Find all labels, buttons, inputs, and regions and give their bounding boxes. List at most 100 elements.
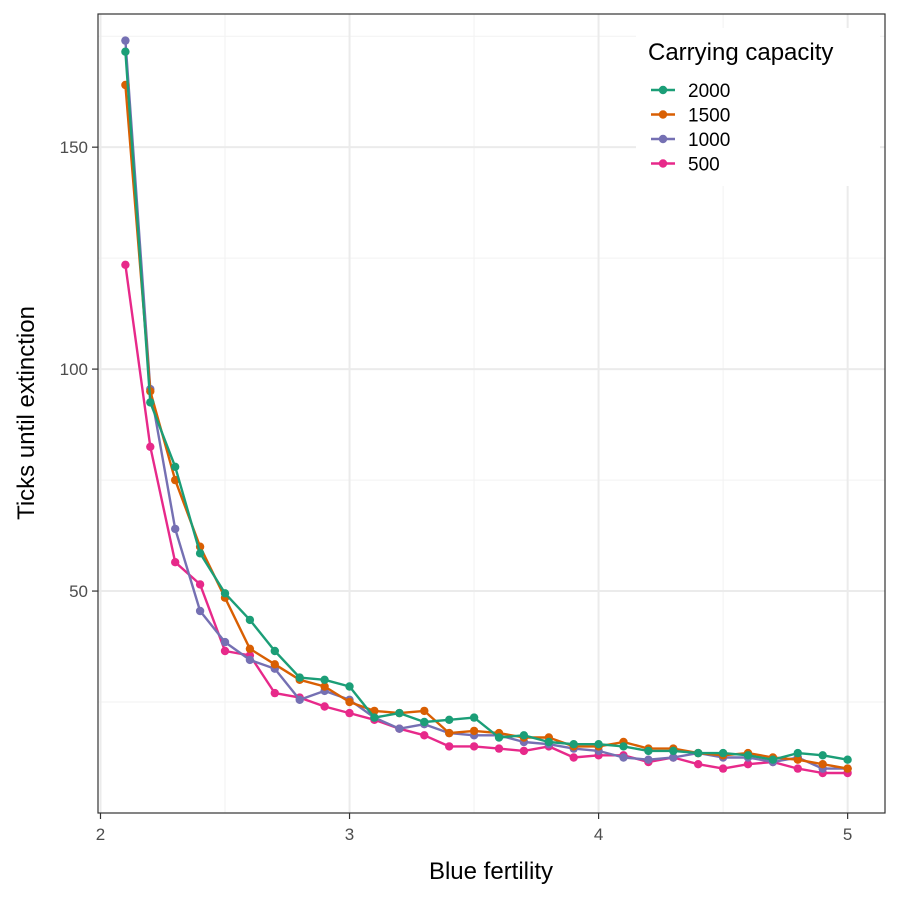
data-point xyxy=(320,675,329,684)
data-point xyxy=(121,47,130,56)
data-point xyxy=(220,637,230,647)
data-point xyxy=(171,558,180,567)
data-point xyxy=(195,580,205,589)
data-point xyxy=(171,462,180,471)
series-2000 xyxy=(121,47,852,764)
data-point xyxy=(619,742,628,751)
data-point xyxy=(644,755,653,764)
data-point xyxy=(469,726,479,736)
x-axis-ticks: 2 3 4 5 xyxy=(96,813,852,844)
data-point xyxy=(445,715,454,724)
data-point xyxy=(195,606,205,616)
legend-key-point xyxy=(658,85,668,95)
legend-key-point xyxy=(658,159,668,168)
data-point xyxy=(644,746,653,756)
data-point xyxy=(395,724,404,733)
legend-items: 2000 1500 1000 500 xyxy=(651,81,730,176)
data-point xyxy=(220,589,230,598)
data-point xyxy=(569,753,578,762)
data-point xyxy=(843,764,852,773)
legend-label: 1000 xyxy=(688,130,730,151)
data-point xyxy=(146,442,155,451)
y-axis-title: Ticks until extinction xyxy=(13,306,40,520)
y-tick-label: 150 xyxy=(60,138,88,157)
data-point xyxy=(494,744,504,753)
data-point xyxy=(818,760,827,769)
data-point xyxy=(793,764,802,773)
series-layer xyxy=(121,36,852,778)
data-point xyxy=(320,682,329,691)
data-point xyxy=(569,740,578,749)
data-point xyxy=(718,764,728,773)
data-point xyxy=(345,682,354,691)
data-point xyxy=(768,755,778,764)
x-tick-label: 5 xyxy=(843,825,852,844)
data-point xyxy=(818,751,827,760)
data-point xyxy=(320,702,329,711)
data-point xyxy=(420,706,429,716)
data-point xyxy=(370,713,379,722)
legend-item-1500: 1500 xyxy=(651,106,730,127)
data-point xyxy=(445,742,454,751)
data-point xyxy=(195,549,205,558)
data-point xyxy=(420,717,429,727)
data-point xyxy=(669,746,678,756)
data-point xyxy=(270,646,279,656)
data-point xyxy=(669,753,678,762)
data-point xyxy=(395,708,404,718)
legend-label: 500 xyxy=(688,155,720,176)
legend-key-point xyxy=(658,134,668,144)
y-tick-label: 50 xyxy=(69,582,88,601)
y-tick-label: 100 xyxy=(60,360,88,379)
legend: Carrying capacity 2000 1500 1000 500 xyxy=(636,28,880,186)
data-point xyxy=(544,737,553,747)
series-1500 xyxy=(121,80,852,773)
data-point xyxy=(345,697,354,707)
data-point xyxy=(270,688,279,698)
data-point xyxy=(121,260,130,269)
legend-key-point xyxy=(658,110,668,119)
data-point xyxy=(694,748,703,758)
data-point xyxy=(469,742,479,751)
data-point xyxy=(245,655,255,665)
data-point xyxy=(843,755,852,764)
data-point xyxy=(245,644,255,653)
data-point xyxy=(220,646,230,656)
data-point xyxy=(345,708,354,718)
data-point xyxy=(420,731,429,740)
legend-item-1000: 1000 xyxy=(651,130,730,151)
panel-border xyxy=(97,13,886,814)
x-tick-label: 2 xyxy=(96,825,105,844)
legend-label: 2000 xyxy=(688,81,730,102)
data-point xyxy=(594,740,603,749)
data-point xyxy=(718,748,728,758)
data-point xyxy=(146,398,155,407)
y-axis-ticks: 50 100 150 xyxy=(60,138,98,601)
data-point xyxy=(469,713,479,722)
series-line-500 xyxy=(124,264,848,775)
legend-label: 1500 xyxy=(688,106,730,127)
data-point xyxy=(295,695,304,704)
data-point xyxy=(519,746,529,756)
data-point xyxy=(270,660,279,669)
legend-title: Carrying capacity xyxy=(648,39,833,66)
x-tick-label: 4 xyxy=(594,825,603,844)
legend-background xyxy=(636,28,880,186)
data-point xyxy=(121,36,130,45)
data-point xyxy=(694,760,703,769)
data-point xyxy=(519,731,529,740)
data-point xyxy=(245,615,255,625)
data-point xyxy=(793,755,802,764)
data-point xyxy=(793,748,802,758)
legend-item-500: 500 xyxy=(651,155,720,176)
data-point xyxy=(494,733,504,742)
data-point xyxy=(171,524,180,534)
x-axis-title: Blue fertility xyxy=(429,858,553,885)
data-point xyxy=(619,753,628,762)
data-point xyxy=(295,673,304,682)
data-point xyxy=(445,728,454,738)
legend-item-2000: 2000 xyxy=(651,81,730,102)
data-point xyxy=(743,751,753,760)
